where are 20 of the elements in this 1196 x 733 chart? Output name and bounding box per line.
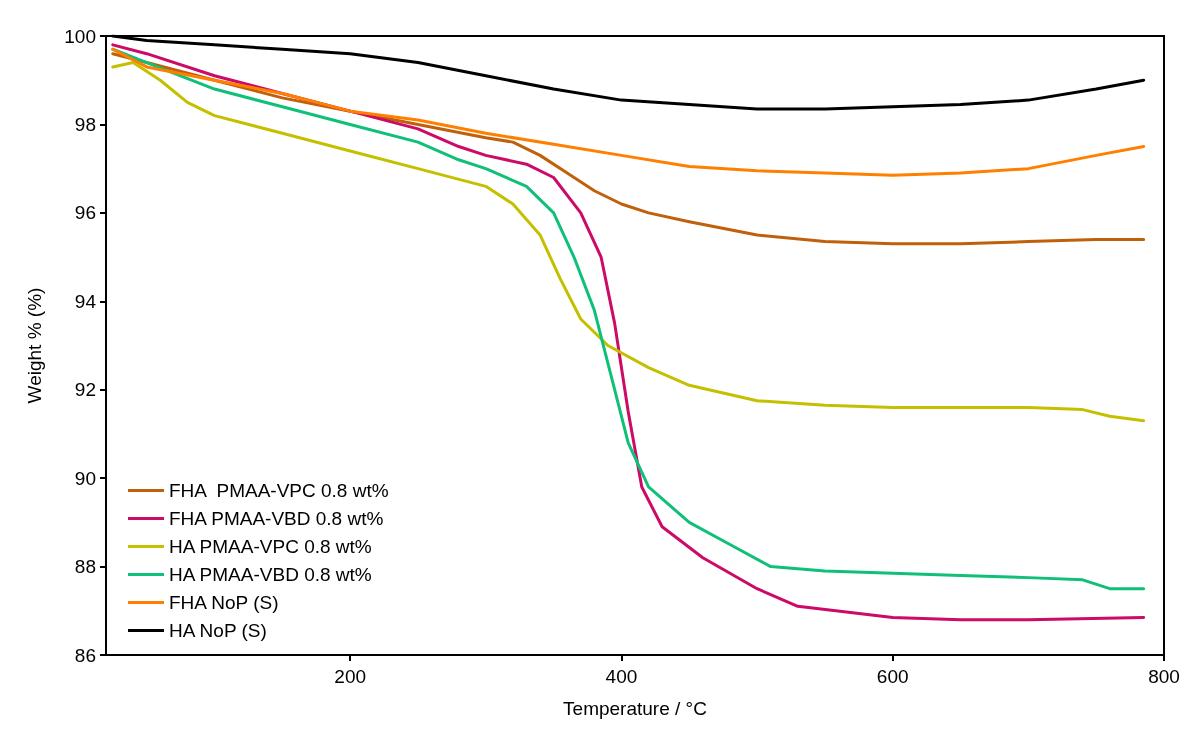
y-tick-label: 96 [74, 202, 96, 224]
x-axis-title: Temperature / °C [563, 698, 707, 719]
x-tick-label: 400 [605, 666, 638, 687]
legend-label: FHA PMAA-VBD 0.8 wt% [169, 508, 384, 529]
y-tick-label: 88 [74, 556, 96, 578]
legend-label: HA NoP (S) [169, 620, 267, 641]
legend-label: FHA PMAA-VPC 0.8 wt% [169, 480, 389, 501]
y-tick-label: 92 [74, 379, 96, 401]
legend-label: FHA NoP (S) [169, 592, 279, 613]
x-tick-label: 600 [876, 666, 909, 687]
y-tick-label: 86 [74, 644, 96, 666]
x-tick-label: 800 [1148, 666, 1180, 687]
y-axis-title: Weight % (%) [24, 287, 45, 404]
legend-label: HA PMAA-VPC 0.8 wt% [169, 536, 372, 557]
x-tick-label: 200 [334, 666, 367, 687]
legend-label: HA PMAA-VBD 0.8 wt% [169, 564, 372, 585]
y-tick-label: 98 [74, 113, 96, 135]
y-tick-label: 100 [64, 25, 96, 47]
y-tick-label: 94 [74, 290, 97, 312]
y-tick-label: 90 [74, 467, 96, 489]
